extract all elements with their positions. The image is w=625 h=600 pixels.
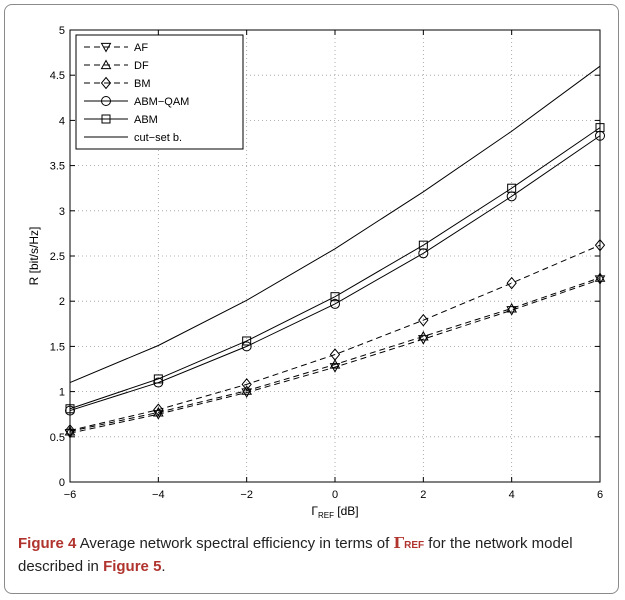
data-point	[65, 404, 75, 414]
y-tick-label: 1.5	[50, 341, 65, 353]
caption-symbol-sub: REF	[404, 540, 425, 551]
data-point	[242, 336, 252, 346]
y-tick-label: 2.5	[50, 251, 65, 263]
legend-marker	[100, 42, 112, 53]
data-point	[153, 403, 164, 416]
legend-label: ABM	[134, 114, 158, 126]
y-tick-label: 3.5	[50, 161, 65, 173]
legend-label: DF	[134, 60, 149, 72]
x-axis-label-symbol: Γ	[311, 504, 318, 518]
series-group	[64, 65, 606, 439]
data-point	[153, 374, 163, 384]
data-point	[417, 330, 429, 341]
data-point	[506, 306, 518, 316]
data-point	[507, 183, 517, 193]
y-tick-label: 0.5	[50, 432, 65, 444]
data-point	[152, 410, 164, 420]
data-point	[330, 298, 340, 309]
x-tick-label: −4	[152, 489, 165, 501]
data-point	[594, 272, 606, 282]
data-point	[329, 348, 341, 361]
data-point	[329, 358, 341, 369]
y-tick-label: 1	[59, 387, 65, 399]
caption-text-1: Average network spectral efficiency in t…	[76, 535, 394, 552]
data-point	[418, 313, 429, 327]
data-point	[241, 378, 252, 391]
series-line	[69, 127, 601, 410]
x-tick-label: 6	[597, 489, 603, 501]
y-tick-label: 4.5	[50, 70, 65, 82]
x-axis-label: ΓREF [dB]	[311, 504, 358, 520]
data-point	[241, 385, 253, 395]
data-point	[595, 123, 605, 133]
figure-caption: Figure 4 Average network spectral effici…	[18, 533, 613, 577]
data-point	[506, 276, 517, 290]
data-point	[330, 292, 340, 302]
legend-box	[75, 34, 244, 150]
caption-figure-link[interactable]: Figure 5	[103, 558, 162, 575]
data-point	[64, 424, 76, 437]
series-4	[65, 123, 605, 414]
line-chart: −6 −4 −2 0 2 4 6 0 0.5 1 1.5 2 2.5 3 3.5 4 4.5 5 AF DF BM AB…	[27, 25, 606, 520]
x-tick-label: −6	[64, 489, 77, 501]
series-5	[69, 65, 601, 384]
x-tick-label: 4	[509, 489, 515, 501]
caption-text-3: .	[161, 558, 166, 575]
y-tick-label: 4	[59, 115, 65, 127]
legend-label: cut−set b.	[134, 132, 182, 144]
legend-marker	[101, 114, 111, 124]
series-line	[69, 244, 601, 431]
legend: AF DF BM ABM−QAM ABM cut−set b.	[75, 34, 244, 150]
caption-figure-label: Figure 4	[18, 535, 77, 552]
legend-marker	[101, 96, 111, 106]
data-point	[241, 388, 253, 399]
caption-symbol: Γ	[393, 534, 405, 552]
data-point	[594, 275, 606, 286]
series-line	[69, 279, 601, 434]
x-tick-label: 2	[420, 489, 426, 501]
y-tick-label: 3	[59, 206, 65, 218]
legend-label: BM	[134, 78, 151, 90]
series-line	[69, 277, 601, 432]
series-2	[64, 238, 606, 437]
series-0	[64, 275, 606, 439]
data-point	[241, 341, 252, 352]
y-tick-label: 0	[59, 477, 65, 489]
data-point	[64, 425, 76, 436]
data-point	[418, 240, 428, 250]
y-tick-label: 5	[59, 25, 65, 37]
data-point	[506, 302, 518, 313]
legend-marker	[100, 76, 112, 90]
axis-ticks: −6 −4 −2 0 2 4 6 0 0.5 1 1.5 2 2.5 3 3.5 4 4.5 5	[50, 25, 603, 501]
series-line	[69, 135, 601, 412]
x-axis-label-unit: [dB]	[334, 504, 359, 518]
data-point	[594, 238, 606, 252]
legend-label: AF	[134, 42, 148, 54]
x-tick-label: 0	[332, 489, 338, 501]
y-axis-label: R [bit/s/Hz]	[27, 227, 41, 286]
x-axis-label-sub: REF	[318, 511, 334, 520]
caption-text-2: for the network model described in	[18, 535, 573, 575]
y-tick-label: 2	[59, 296, 65, 308]
x-tick-label: −2	[240, 489, 253, 501]
legend-marker	[100, 59, 112, 70]
series-line	[69, 65, 601, 384]
legend-label: ABM−QAM	[134, 96, 189, 108]
